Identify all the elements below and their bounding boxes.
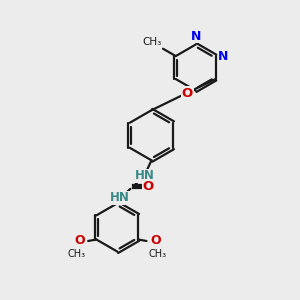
Text: N: N: [218, 50, 228, 63]
Text: O: O: [75, 234, 85, 247]
Text: CH₃: CH₃: [68, 249, 86, 259]
Text: O: O: [182, 87, 193, 100]
Text: O: O: [150, 234, 160, 247]
Text: HN: HN: [135, 169, 155, 182]
Text: CH₃: CH₃: [148, 249, 167, 259]
Text: O: O: [142, 180, 154, 193]
Text: HN: HN: [110, 191, 130, 205]
Text: CH₃: CH₃: [142, 37, 161, 47]
Text: N: N: [190, 30, 201, 43]
